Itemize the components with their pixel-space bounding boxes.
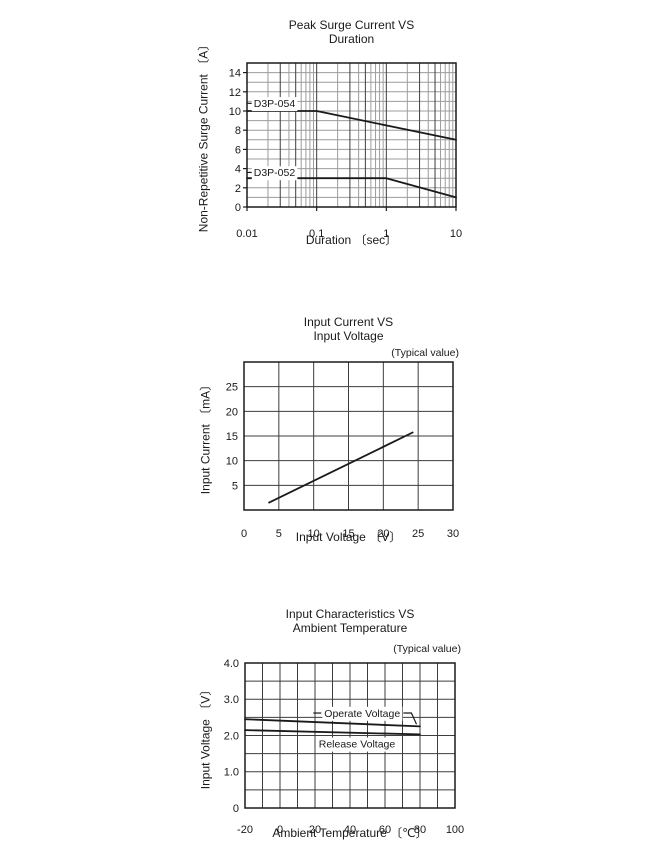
chart-input-current-vs-input-voltage: Input Current VS Input Voltage (Typical … <box>180 308 490 558</box>
series-curve-d3p-054 <box>246 110 457 141</box>
x-axis-label: Input Voltage 〔V〕 <box>295 530 402 544</box>
series-label-release-voltage: Release Voltage <box>319 739 396 751</box>
x-axis-label: Ambient Temperature 〔℃〕 <box>272 826 428 840</box>
series-label-background <box>251 166 298 181</box>
x-tick-label: 0.01 <box>236 228 257 240</box>
y-tick-label: 4 <box>235 164 241 176</box>
x-tick-label: 60 <box>379 824 391 836</box>
chart-title-line-2: Ambient Temperature <box>292 621 408 635</box>
chart-input-characteristics-vs-ambient-temperature: Input Characteristics VS Ambient Tempera… <box>180 598 500 858</box>
series-curve-release-voltage <box>244 729 421 736</box>
series-label-background <box>251 97 298 112</box>
series-curve-operate-voltage <box>244 718 421 728</box>
chart-title: Peak Surge Current VS Duration <box>247 18 456 46</box>
chart-peak-surge-vs-duration: Peak Surge Current VS Duration Non-Repet… <box>180 14 490 250</box>
x-tick-label: 10 <box>308 528 320 540</box>
x-axis-label: Duration 〔sec〕 <box>305 233 398 247</box>
y-tick-label: 10 <box>226 456 238 468</box>
x-tick-label: 0 <box>241 528 247 540</box>
y-tick-label: 15 <box>226 431 238 443</box>
y-tick-label: 6 <box>235 144 241 156</box>
series-label-d3p-054: D3P-054 <box>254 98 296 110</box>
x-tick-label: 15 <box>342 528 354 540</box>
series-label-d3p-052: D3P-052 <box>254 167 296 179</box>
label-leader-line <box>403 712 418 725</box>
x-tick-label: 0.1 <box>309 228 324 240</box>
y-tick-label: 0 <box>233 803 239 815</box>
plot-border <box>246 62 457 208</box>
chart-title: Input Characteristics VS Ambient Tempera… <box>245 607 455 635</box>
x-tick-label: 0 <box>277 824 283 836</box>
y-tick-label: 2 <box>235 183 241 195</box>
chart-title-line-1: Input Current VS <box>303 315 394 329</box>
x-tick-label: 10 <box>450 228 462 240</box>
y-tick-label: 25 <box>226 382 238 394</box>
x-tick-label: 5 <box>276 528 282 540</box>
chart-title-line-2: Input Voltage <box>313 329 384 343</box>
series-label-background <box>322 706 403 721</box>
chart-title-line-1: Peak Surge Current VS <box>288 18 415 32</box>
x-tick-label: 1 <box>383 228 389 240</box>
plot-area: D3P-054 D3P-052 0.01 0.1 1 10 0 2 4 6 8 10 12 14 <box>229 62 462 240</box>
chart-title-line-2: Duration <box>328 32 375 46</box>
y-tick-label: 4.0 <box>224 658 239 670</box>
x-tick-label: 25 <box>412 528 424 540</box>
y-tick-label: 0 <box>235 202 241 214</box>
y-tick-label: 5 <box>232 480 238 492</box>
plot-border <box>244 662 456 809</box>
y-tick-label: 10 <box>229 106 241 118</box>
series-label-background <box>316 737 398 752</box>
x-tick-label: 100 <box>446 824 464 836</box>
plot-area: Operate Voltage Release Voltage -20 0 20 40 60… <box>224 658 464 836</box>
y-tick-label: 8 <box>235 125 241 137</box>
x-tick-label: -20 <box>237 824 253 836</box>
x-tick-label: 20 <box>377 528 389 540</box>
series-curve-input-current <box>268 431 414 504</box>
y-tick-label: 2.0 <box>224 730 239 742</box>
chart-title-line-1: Input Characteristics VS <box>285 607 415 621</box>
plot-border <box>243 361 454 511</box>
series-label-operate-voltage: Operate Voltage <box>324 708 400 720</box>
y-tick-label: 1.0 <box>224 767 239 779</box>
y-tick-label: 12 <box>229 87 241 99</box>
x-tick-label: 30 <box>447 528 459 540</box>
y-tick-label: 20 <box>226 406 238 418</box>
y-tick-label: 3.0 <box>224 694 239 706</box>
plot-area: 0 5 10 15 20 25 30 5 10 15 20 25 <box>226 361 459 540</box>
typical-value-note: (Typical value) <box>391 347 459 359</box>
x-tick-label: 40 <box>344 824 356 836</box>
typical-value-note: (Typical value) <box>393 643 461 655</box>
chart-title: Input Current VS Input Voltage <box>244 315 453 343</box>
y-tick-label: 14 <box>229 68 241 80</box>
x-tick-label: 20 <box>309 824 321 836</box>
x-tick-label: 80 <box>414 824 426 836</box>
